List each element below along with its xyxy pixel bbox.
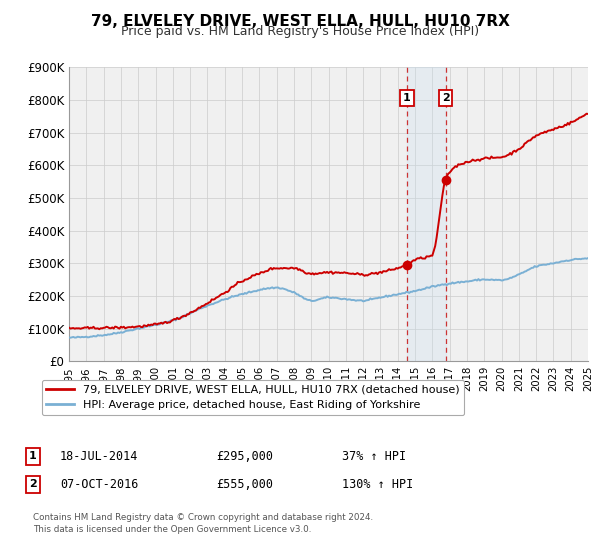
Bar bbox=[407, 67, 446, 361]
Text: 1: 1 bbox=[403, 93, 411, 103]
Text: 18-JUL-2014: 18-JUL-2014 bbox=[60, 450, 139, 463]
Text: 2: 2 bbox=[29, 479, 37, 489]
Text: 37% ↑ HPI: 37% ↑ HPI bbox=[342, 450, 406, 463]
Text: 07-OCT-2016: 07-OCT-2016 bbox=[60, 478, 139, 491]
Text: Contains HM Land Registry data © Crown copyright and database right 2024.: Contains HM Land Registry data © Crown c… bbox=[33, 514, 373, 522]
Text: 2: 2 bbox=[442, 93, 449, 103]
Text: 79, ELVELEY DRIVE, WEST ELLA, HULL, HU10 7RX: 79, ELVELEY DRIVE, WEST ELLA, HULL, HU10… bbox=[91, 14, 509, 29]
Text: 130% ↑ HPI: 130% ↑ HPI bbox=[342, 478, 413, 491]
Text: This data is licensed under the Open Government Licence v3.0.: This data is licensed under the Open Gov… bbox=[33, 525, 311, 534]
Legend: 79, ELVELEY DRIVE, WEST ELLA, HULL, HU10 7RX (detached house), HPI: Average pric: 79, ELVELEY DRIVE, WEST ELLA, HULL, HU10… bbox=[41, 380, 464, 415]
Text: £295,000: £295,000 bbox=[216, 450, 273, 463]
Text: £555,000: £555,000 bbox=[216, 478, 273, 491]
Text: Price paid vs. HM Land Registry's House Price Index (HPI): Price paid vs. HM Land Registry's House … bbox=[121, 25, 479, 38]
Text: 1: 1 bbox=[29, 451, 37, 461]
